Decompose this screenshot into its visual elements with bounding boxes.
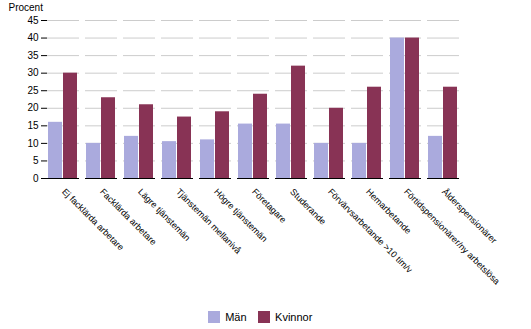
svg-text:Förtidspensionärer/ny arbetslö: Förtidspensionärer/ny arbetslösa <box>402 187 502 287</box>
svg-text:Hemarbetande: Hemarbetande <box>364 186 414 236</box>
svg-text:Procent: Procent <box>9 2 44 13</box>
svg-text:25: 25 <box>27 85 39 96</box>
svg-text:Facklärda arbetare: Facklärda arbetare <box>98 186 159 248</box>
svg-text:Tjänstemän mellanivå: Tjänstemän mellanivå <box>174 187 243 256</box>
svg-text:45: 45 <box>27 15 39 26</box>
svg-text:15: 15 <box>27 120 39 131</box>
svg-text:40: 40 <box>27 32 39 43</box>
svg-text:0: 0 <box>33 173 39 184</box>
svg-text:Ålderspensionärer: Ålderspensionärer <box>440 187 499 246</box>
svg-text:Ej facklärda arbetare: Ej facklärda arbetare <box>60 186 126 253</box>
svg-text:Högre tjänstemän: Högre tjänstemän <box>212 186 270 244</box>
svg-text:Förvärvsarbetande >10 tim/v: Förvärvsarbetande >10 tim/v <box>326 187 415 276</box>
svg-text:Studerande: Studerande <box>288 187 328 227</box>
html-text:Män: Män <box>225 310 247 323</box>
svg-text:Lägre tjänstemän: Lägre tjänstemän <box>136 186 193 243</box>
svg-text:5: 5 <box>33 155 39 166</box>
svg-text:20: 20 <box>27 102 39 113</box>
svg-text:35: 35 <box>27 50 39 61</box>
svg-text:10: 10 <box>27 138 39 149</box>
html-text:Kvinnor: Kvinnor <box>275 310 313 323</box>
svg-text:30: 30 <box>27 67 39 78</box>
svg-text:Företagare: Företagare <box>250 187 288 225</box>
